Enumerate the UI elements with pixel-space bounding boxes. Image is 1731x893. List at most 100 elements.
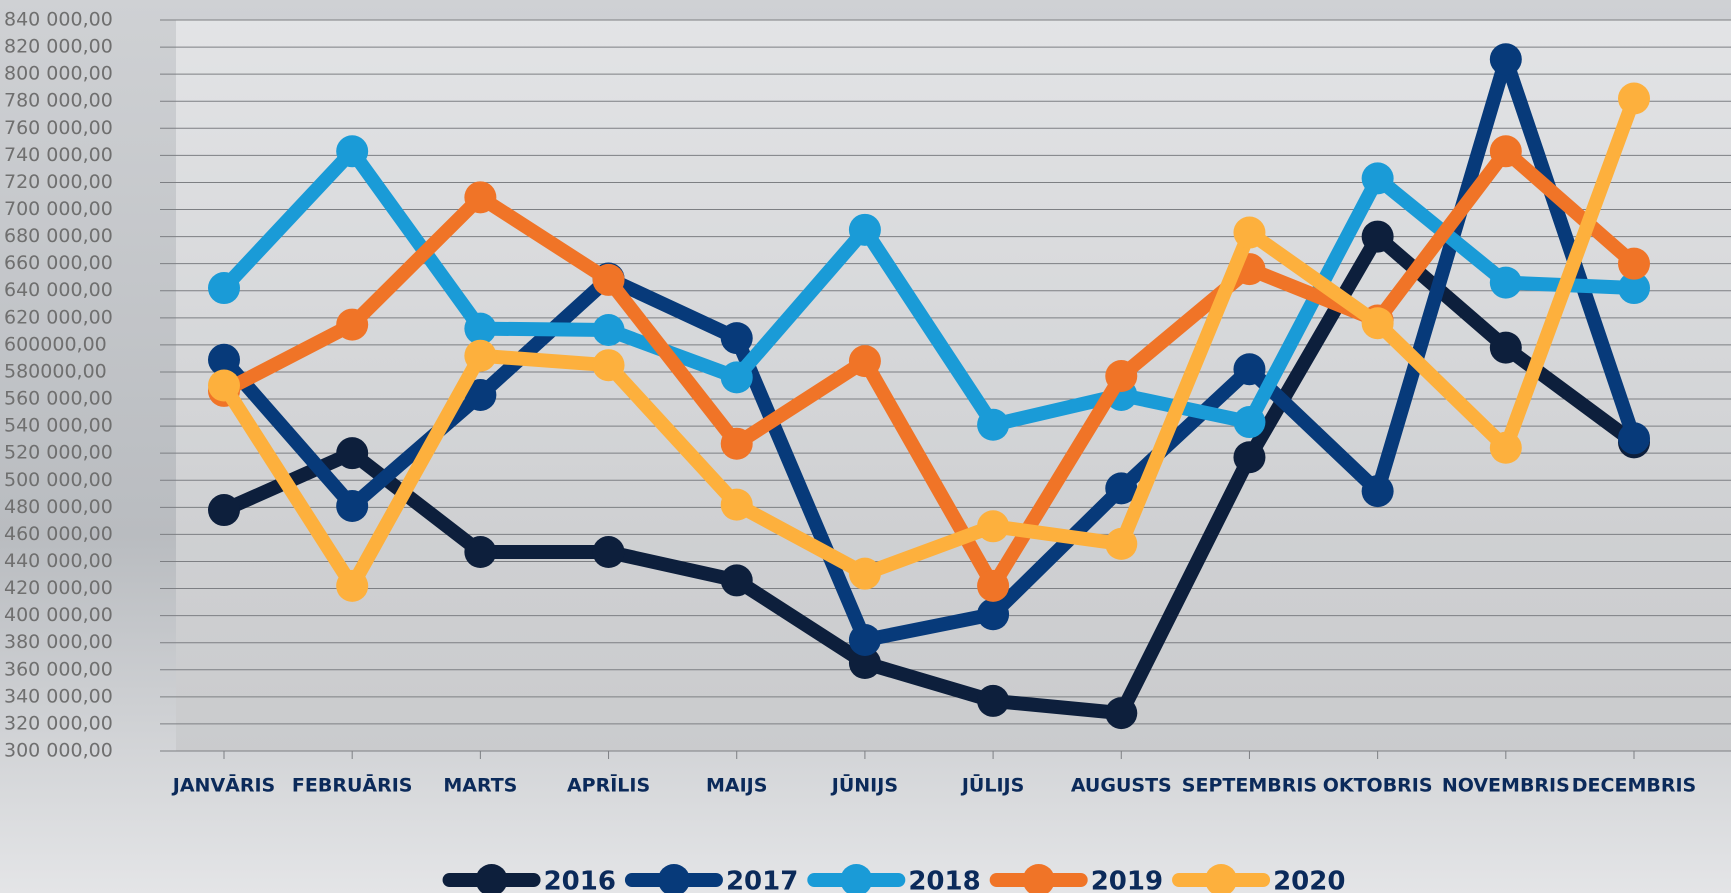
data-point bbox=[1233, 441, 1266, 474]
data-point bbox=[1361, 162, 1394, 195]
data-point bbox=[1489, 431, 1522, 464]
x-tick-label: JŪNIJS bbox=[830, 774, 898, 797]
data-point bbox=[1618, 247, 1650, 280]
data-point bbox=[336, 308, 369, 341]
legend-marker bbox=[475, 864, 508, 893]
data-point bbox=[1361, 307, 1394, 340]
legend-marker bbox=[1205, 864, 1238, 893]
data-point bbox=[1618, 82, 1650, 115]
y-tick-label: 680 000,00 bbox=[4, 225, 113, 247]
data-point bbox=[1489, 43, 1522, 76]
x-tick-label: MARTS bbox=[443, 775, 517, 797]
data-point bbox=[592, 349, 625, 382]
legend-label: 2019 bbox=[1091, 867, 1163, 893]
data-point bbox=[592, 263, 625, 296]
series-line bbox=[218, 52, 1641, 647]
y-tick-label: 340 000,00 bbox=[4, 685, 113, 707]
y-tick-label: 560 000,00 bbox=[4, 388, 113, 410]
legend: 2016 2017 2018 2019 2020 bbox=[442, 864, 1345, 893]
data-point bbox=[1105, 472, 1138, 505]
y-tick-label: 840 000,00 bbox=[4, 9, 113, 31]
data-point bbox=[1618, 422, 1650, 455]
data-point bbox=[1105, 360, 1138, 393]
y-tick-label: 440 000,00 bbox=[4, 550, 113, 572]
data-point bbox=[464, 378, 497, 411]
data-point bbox=[208, 369, 240, 402]
legend-item: 2017 bbox=[624, 864, 798, 893]
data-point bbox=[1233, 216, 1266, 249]
data-point bbox=[1105, 527, 1138, 560]
data-point bbox=[1233, 406, 1266, 439]
x-tick-label: JŪLIJS bbox=[960, 774, 1024, 797]
legend-marker bbox=[1022, 864, 1055, 893]
y-tick-label: 520 000,00 bbox=[4, 442, 113, 464]
data-point bbox=[336, 569, 369, 602]
data-point bbox=[848, 213, 881, 246]
data-point bbox=[977, 569, 1010, 602]
y-tick-label: 820 000,00 bbox=[4, 36, 113, 58]
data-point bbox=[592, 536, 625, 569]
data-point bbox=[1618, 272, 1650, 305]
legend-label: 2016 bbox=[544, 867, 616, 893]
data-point bbox=[977, 408, 1010, 441]
x-tick-label: NOVEMBRIS bbox=[1442, 775, 1570, 797]
data-point bbox=[848, 345, 881, 378]
data-point bbox=[464, 339, 497, 372]
data-point bbox=[1489, 266, 1522, 299]
y-tick-label: 380 000,00 bbox=[4, 631, 113, 653]
data-point bbox=[1361, 475, 1394, 508]
data-point bbox=[1489, 331, 1522, 364]
legend-item: 2020 bbox=[1172, 864, 1345, 893]
y-tick-label: 740 000,00 bbox=[4, 144, 113, 166]
plot-area bbox=[176, 20, 1731, 751]
y-tick-label: 720 000,00 bbox=[4, 171, 113, 193]
data-point bbox=[977, 510, 1010, 543]
data-point bbox=[720, 564, 753, 597]
data-point bbox=[848, 557, 881, 590]
x-tick-label: DECEMBRIS bbox=[1572, 775, 1696, 797]
y-tick-label: 780 000,00 bbox=[4, 90, 113, 112]
y-tick-label: 760 000,00 bbox=[4, 117, 113, 139]
legend-item: 2019 bbox=[989, 864, 1163, 893]
y-tick-label: 600000,00 bbox=[4, 333, 107, 355]
data-point bbox=[336, 437, 369, 470]
series-line bbox=[218, 96, 1641, 593]
x-tick-label: SEPTEMBRIS bbox=[1182, 775, 1317, 797]
legend-marker bbox=[840, 864, 873, 893]
data-point bbox=[336, 135, 369, 168]
y-tick-label: 580000,00 bbox=[4, 360, 107, 382]
data-point bbox=[977, 598, 1010, 631]
data-point bbox=[720, 322, 753, 355]
data-point bbox=[1105, 697, 1138, 730]
x-tick-label: APRĪLIS bbox=[567, 774, 650, 797]
legend-label: 2020 bbox=[1273, 867, 1345, 893]
y-tick-label: 500 000,00 bbox=[4, 469, 113, 491]
legend-item: 2018 bbox=[807, 864, 981, 893]
y-tick-label: 400 000,00 bbox=[4, 604, 113, 626]
data-point bbox=[1361, 220, 1394, 253]
y-tick-label: 300 000,00 bbox=[4, 740, 113, 762]
data-point bbox=[208, 494, 240, 527]
series-line bbox=[218, 144, 1635, 432]
y-tick-label: 460 000,00 bbox=[4, 523, 113, 545]
y-tick-label: 660 000,00 bbox=[4, 252, 113, 274]
data-point bbox=[720, 427, 753, 460]
y-tick-label: 620 000,00 bbox=[4, 306, 113, 328]
x-tick-label: FEBRUĀRIS bbox=[292, 774, 413, 797]
series-line bbox=[221, 229, 1639, 721]
data-point bbox=[1233, 353, 1266, 386]
x-tick-label: OKTOBRIS bbox=[1323, 775, 1433, 797]
data-point bbox=[336, 489, 369, 522]
legend-marker bbox=[657, 864, 690, 893]
data-point bbox=[720, 488, 753, 521]
data-point bbox=[1489, 135, 1522, 168]
y-tick-label: 700 000,00 bbox=[4, 198, 113, 220]
y-tick-label: 360 000,00 bbox=[4, 658, 113, 680]
data-point bbox=[592, 313, 625, 346]
data-point bbox=[464, 312, 497, 345]
legend-label: 2018 bbox=[908, 867, 980, 893]
y-tick-label: 800 000,00 bbox=[4, 63, 113, 85]
data-point bbox=[720, 361, 753, 394]
y-tick-label: 320 000,00 bbox=[4, 712, 113, 734]
